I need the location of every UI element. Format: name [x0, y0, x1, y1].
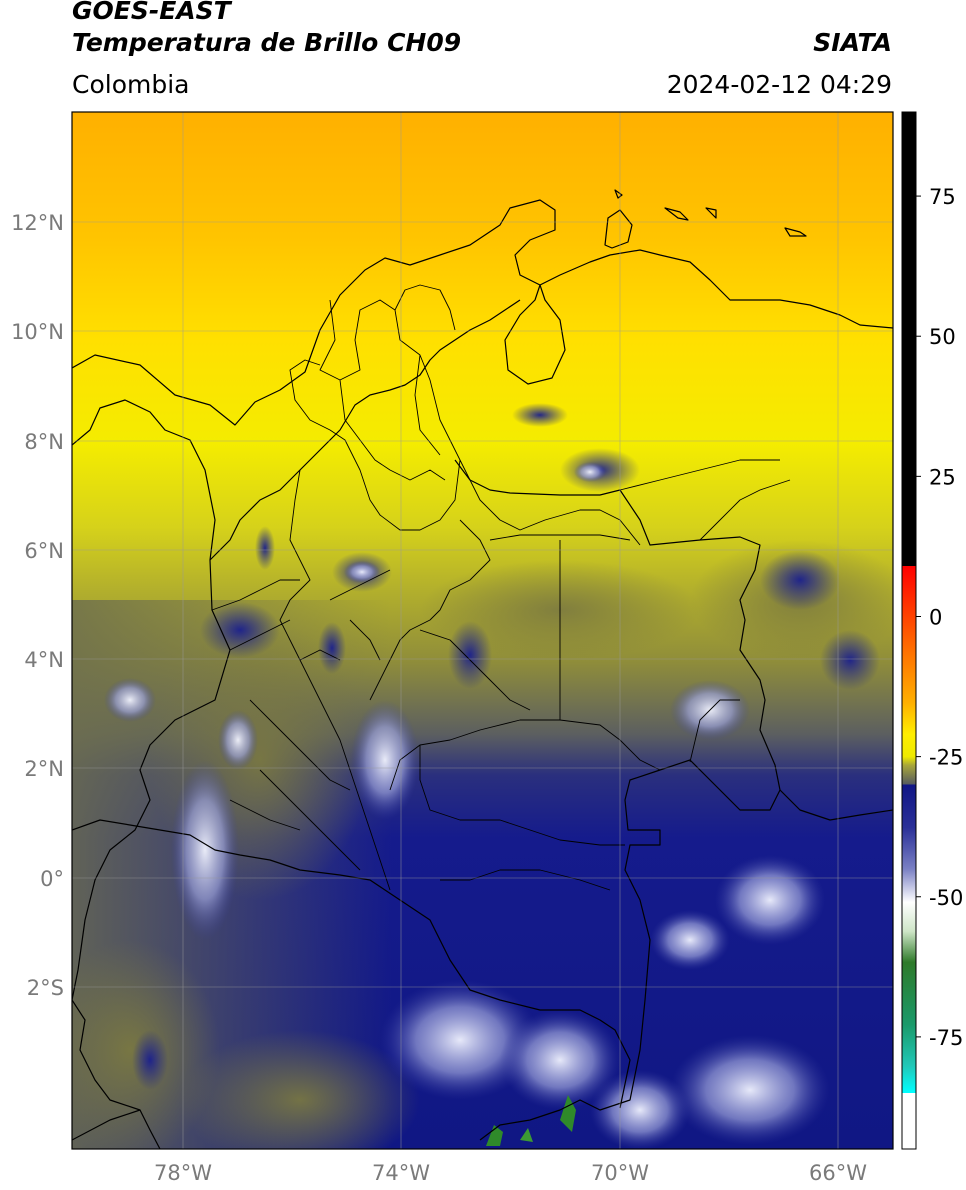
colombia-ecuador-border	[72, 819, 631, 1109]
colorbar-tick-label: -25	[929, 746, 963, 770]
colorbar-tick-label: 50	[929, 325, 956, 349]
colorbar-tick-label: 75	[929, 185, 956, 209]
department-boundaries	[211, 284, 661, 891]
region-label: Colombia	[72, 70, 190, 99]
boundaries	[72, 189, 893, 1149]
lon-tick-label: 66°W	[809, 1161, 867, 1185]
venezuela-states	[619, 459, 791, 763]
islands	[614, 189, 807, 237]
lat-tick-label: 8°N	[24, 430, 64, 454]
lon-tick-label: 78°W	[154, 1161, 212, 1185]
datetime-label: 2024-02-12 04:29	[666, 70, 892, 99]
colorbar-tick-label: -75	[929, 1026, 963, 1050]
peru-border	[72, 1109, 141, 1141]
map-frame	[71, 111, 894, 1150]
temperature-field	[72, 112, 893, 1149]
lon-tick-label: 70°W	[591, 1161, 649, 1185]
lat-tick-label: 2°N	[24, 757, 64, 781]
venezuela-brazil-border	[779, 789, 893, 821]
caribbean-coastline	[72, 199, 566, 426]
paraguana-peninsula	[604, 209, 633, 249]
satellite-title: GOES-EAST	[72, 0, 231, 25]
lat-tick-label: 10°N	[11, 320, 64, 344]
lat-tick-label: 0°	[40, 867, 64, 891]
colorbar-tick-label: 0	[929, 605, 942, 629]
lat-tick-label: 4°N	[24, 648, 64, 672]
colorbar-tick-label: 25	[929, 465, 956, 489]
lat-tick-label: 6°N	[24, 539, 64, 563]
colorbar-ticks	[916, 195, 921, 1038]
lon-tick-label: 74°W	[372, 1161, 430, 1185]
colorbar-tick-label: -50	[929, 886, 963, 910]
product-title: Temperatura de Brillo CH09	[72, 28, 462, 57]
lat-tick-label: 2°S	[27, 976, 64, 1000]
lat-tick-label: 12°N	[11, 211, 64, 235]
source-label: SIATA	[813, 28, 892, 57]
longitude-labels: 78°W 74°W 70°W 66°W	[154, 1161, 867, 1185]
ecuador-coastline	[72, 999, 161, 1149]
latitude-labels: 12°N 10°N 8°N 6°N 4°N 2°N 0° 2°S	[11, 211, 64, 1000]
colombia-border	[209, 299, 781, 1141]
colorbar: 75 50 25 0 -25 -50 -75	[901, 111, 963, 1150]
venezuela-coastline	[539, 249, 893, 329]
gridlines	[72, 112, 893, 1149]
